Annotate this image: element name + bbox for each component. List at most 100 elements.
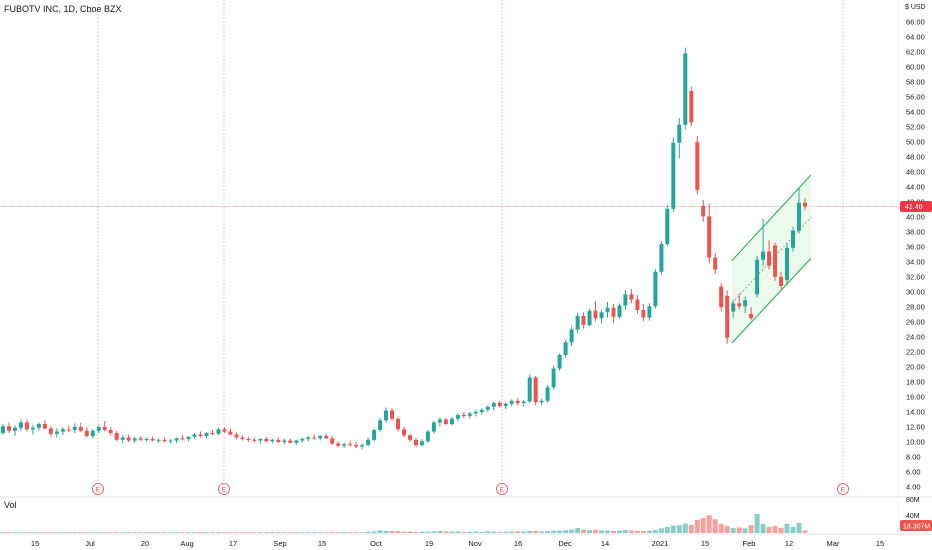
price-tick: 8.00 bbox=[906, 453, 921, 462]
volume-bar bbox=[120, 532, 126, 533]
volume-bar bbox=[694, 520, 700, 533]
volume-bar bbox=[36, 532, 42, 533]
volume-bar bbox=[275, 532, 281, 533]
volume-bar bbox=[24, 532, 30, 533]
price-tick: 16.00 bbox=[906, 393, 925, 402]
candle-body bbox=[527, 377, 532, 402]
time-tick: 15 bbox=[318, 539, 326, 548]
volume-bar bbox=[305, 532, 311, 533]
earnings-marker[interactable]: E bbox=[496, 483, 508, 495]
volume-indicator-label[interactable]: Vol bbox=[4, 500, 17, 510]
volume-bar bbox=[263, 532, 269, 533]
volume-tick-80m: 80M bbox=[906, 497, 920, 504]
earnings-marker[interactable]: E bbox=[218, 483, 230, 495]
earnings-marker[interactable]: E bbox=[92, 483, 104, 495]
volume-bar bbox=[54, 532, 60, 533]
candle-body bbox=[42, 424, 47, 429]
candle-body bbox=[563, 342, 568, 356]
volume-bar bbox=[287, 532, 293, 533]
candle-body bbox=[210, 433, 215, 434]
candle-body bbox=[60, 429, 65, 432]
channel-upper-line[interactable] bbox=[731, 174, 812, 261]
volume-bar bbox=[144, 532, 150, 533]
candle-body bbox=[120, 437, 125, 440]
volume-bar bbox=[527, 531, 533, 533]
price-tick: 12.00 bbox=[906, 423, 925, 432]
volume-bar bbox=[186, 532, 191, 533]
candle-body bbox=[491, 403, 496, 407]
volume-bar bbox=[664, 526, 670, 533]
volume-bar bbox=[802, 530, 808, 533]
candle-body bbox=[557, 355, 562, 369]
candle-body bbox=[509, 400, 514, 404]
candle-body bbox=[737, 303, 742, 307]
time-tick: 16 bbox=[514, 539, 522, 548]
candle-body bbox=[485, 406, 490, 410]
candle-body bbox=[449, 418, 454, 425]
candle-body bbox=[66, 429, 71, 431]
volume-bar bbox=[796, 523, 802, 533]
candle-body bbox=[168, 440, 173, 442]
price-tick: 34.00 bbox=[906, 258, 925, 267]
currency-label[interactable]: $ USD bbox=[905, 4, 926, 11]
channel-fill bbox=[731, 175, 811, 343]
volume-bar bbox=[42, 532, 48, 533]
volume-bar bbox=[437, 531, 443, 533]
volume-bar bbox=[48, 532, 54, 533]
time-tick: Dec bbox=[558, 539, 572, 548]
candle-body bbox=[797, 202, 801, 231]
volume-bar bbox=[557, 530, 563, 533]
earnings-vertical-lines bbox=[97, 0, 844, 497]
price-tick: 64.00 bbox=[906, 33, 925, 42]
candle-body bbox=[497, 403, 502, 406]
volume-bar bbox=[72, 532, 78, 533]
channel-lower-line[interactable] bbox=[731, 257, 812, 344]
candle-body bbox=[282, 440, 287, 442]
candle-body bbox=[180, 438, 185, 440]
price-axis[interactable]: 66.00 64.00 62.00 60.00 58.00 56.00 54.00 52.00… bbox=[906, 18, 925, 492]
volume-bar bbox=[353, 532, 359, 533]
volume-bar bbox=[323, 532, 329, 533]
price-tick: 30.00 bbox=[906, 288, 925, 297]
volume-bar bbox=[640, 531, 646, 533]
candle-body bbox=[396, 418, 400, 430]
time-tick: 15 bbox=[31, 539, 39, 548]
candle-body bbox=[677, 124, 682, 143]
volume-bar bbox=[269, 532, 275, 533]
volume-bar bbox=[156, 532, 162, 533]
candle-body bbox=[264, 439, 269, 442]
parallel-channel[interactable] bbox=[731, 174, 812, 344]
price-tick: 58.00 bbox=[906, 78, 925, 87]
time-tick: Mar bbox=[827, 539, 840, 548]
candle-body bbox=[90, 430, 95, 437]
candle-body bbox=[671, 142, 676, 209]
candle-body bbox=[162, 439, 167, 442]
candle-body bbox=[545, 387, 550, 401]
candle-body bbox=[647, 306, 652, 318]
candle-body bbox=[467, 413, 472, 416]
earnings-marker[interactable]: E bbox=[837, 483, 849, 495]
price-tick: 6.00 bbox=[906, 468, 921, 477]
candle-body bbox=[318, 436, 323, 439]
price-tick: 24.00 bbox=[906, 333, 925, 342]
candle-body bbox=[372, 430, 377, 440]
volume-bar bbox=[521, 531, 527, 533]
candle-body bbox=[731, 303, 736, 312]
candle-body bbox=[659, 244, 664, 272]
price-tick: 52.00 bbox=[906, 123, 925, 132]
candle-body bbox=[599, 312, 604, 319]
time-axis[interactable]: 15 Jul 20 Aug 17 Sep 15 Oct 19 Nov 16 Dec 14 2021 15 Fe… bbox=[31, 539, 884, 548]
volume-bar bbox=[730, 527, 736, 533]
volume-bar bbox=[622, 530, 628, 533]
candle-body bbox=[300, 439, 305, 441]
time-tick: Sep bbox=[273, 539, 286, 548]
channel-mid-line[interactable] bbox=[731, 216, 812, 304]
volume-bar bbox=[646, 530, 652, 533]
volume-bar bbox=[395, 531, 401, 533]
volume-bar bbox=[365, 531, 371, 533]
price-tick: 40.00 bbox=[906, 213, 925, 222]
time-tick: Nov bbox=[468, 539, 482, 548]
volume-bar bbox=[461, 531, 467, 533]
